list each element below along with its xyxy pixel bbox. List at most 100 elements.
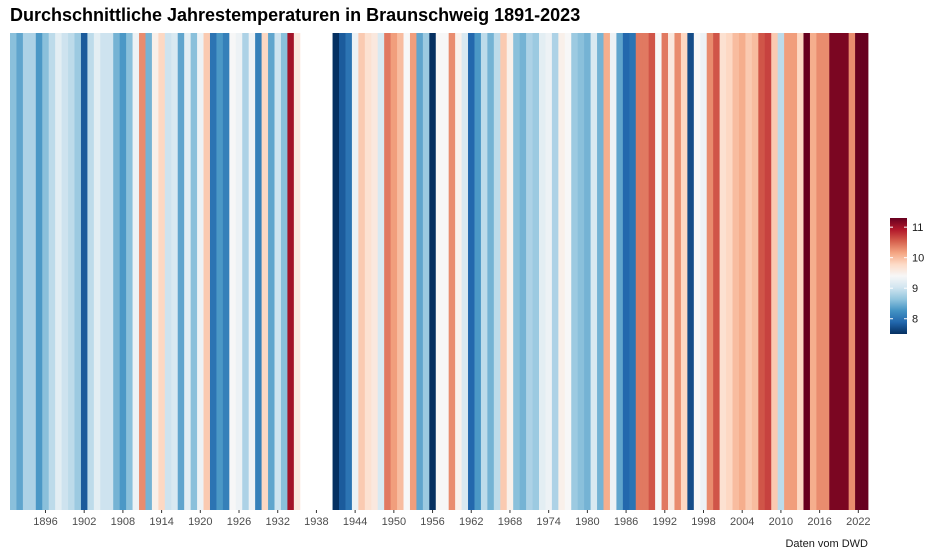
- stripe-1901: [74, 33, 82, 510]
- chart-title: Durchschnittliche Jahrestemperaturen in …: [10, 5, 581, 25]
- stripe-1891: [10, 33, 17, 510]
- stripe-1935: [293, 33, 301, 510]
- x-tick-label-2022: 2022: [846, 516, 870, 528]
- stripe-1943: [345, 33, 353, 510]
- stripe-1978: [571, 33, 579, 510]
- stripe-1960: [455, 33, 462, 510]
- stripe-1897: [48, 33, 56, 510]
- stripe-1974: [545, 33, 553, 510]
- stripe-1918: [184, 33, 192, 510]
- stripe-1965: [487, 33, 495, 510]
- x-tick-label-1920: 1920: [188, 516, 212, 528]
- x-tick-label-1926: 1926: [227, 516, 251, 528]
- stripe-1932: [274, 33, 282, 510]
- stripe-2020: [842, 33, 850, 510]
- stripe-1984: [609, 33, 617, 510]
- stripe-2011: [784, 33, 791, 510]
- stripe-1952: [403, 33, 411, 510]
- stripe-1970: [519, 33, 527, 510]
- stripe-1976: [558, 33, 566, 510]
- x-tick-label-1956: 1956: [420, 516, 444, 528]
- stripe-1958: [442, 33, 450, 510]
- stripe-1980: [584, 33, 591, 510]
- stripe-1995: [680, 33, 688, 510]
- stripe-2017: [822, 33, 830, 510]
- legend-tick-label-10: 10: [912, 253, 924, 265]
- stripe-1892: [16, 33, 24, 510]
- stripe-2012: [790, 33, 798, 510]
- stripe-1914: [158, 33, 166, 510]
- stripe-1981: [590, 33, 598, 510]
- stripe-2016: [816, 33, 824, 510]
- stripe-1940: [326, 33, 333, 510]
- stripe-1962: [468, 33, 475, 510]
- stripe-1915: [164, 33, 172, 510]
- stripe-1949: [384, 33, 392, 510]
- stripe-1973: [538, 33, 546, 510]
- stripe-1971: [526, 33, 533, 510]
- stripe-2004: [738, 33, 746, 510]
- stripe-1925: [229, 33, 237, 510]
- legend-tick-label-9: 9: [912, 283, 918, 295]
- stripe-1999: [706, 33, 714, 510]
- stripe-1997: [693, 33, 701, 510]
- stripe-1923: [216, 33, 224, 510]
- x-tick-label-1944: 1944: [343, 516, 367, 528]
- stripe-1945: [358, 33, 366, 510]
- stripe-2000: [713, 33, 721, 510]
- stripe-1953: [409, 33, 417, 510]
- stripe-1898: [55, 33, 63, 510]
- stripe-1985: [616, 33, 624, 510]
- stripe-1937: [306, 33, 314, 510]
- x-tick-label-2004: 2004: [730, 516, 754, 528]
- stripe-1922: [209, 33, 217, 510]
- stripe-2015: [809, 33, 817, 510]
- stripe-2021: [848, 33, 856, 510]
- stripe-2009: [771, 33, 779, 510]
- stripe-1998: [700, 33, 708, 510]
- stripe-1996: [687, 33, 695, 510]
- stripe-1927: [242, 33, 250, 510]
- stripe-1907: [113, 33, 121, 510]
- x-tick-label-1986: 1986: [614, 516, 638, 528]
- stripe-1988: [635, 33, 643, 510]
- stripe-1956: [429, 33, 437, 510]
- stripe-1944: [351, 33, 359, 510]
- stripe-1983: [603, 33, 611, 510]
- stripe-1931: [268, 33, 275, 510]
- stripe-1955: [422, 33, 430, 510]
- stripe-1994: [674, 33, 682, 510]
- stripe-1967: [500, 33, 508, 510]
- stripe-1991: [655, 33, 662, 510]
- stripe-1938: [313, 33, 321, 510]
- stripe-1899: [61, 33, 69, 510]
- stripe-1911: [139, 33, 146, 510]
- stripe-1916: [171, 33, 179, 510]
- source-caption: Daten vom DWD: [785, 538, 868, 550]
- stripe-2008: [764, 33, 772, 510]
- stripe-2013: [797, 33, 804, 510]
- stripe-1928: [248, 33, 256, 510]
- stripe-1982: [597, 33, 604, 510]
- stripe-1942: [339, 33, 346, 510]
- stripe-1939: [319, 33, 327, 510]
- stripe-1896: [42, 33, 50, 510]
- stripe-1913: [151, 33, 159, 510]
- stripe-1993: [668, 33, 675, 510]
- x-tick-label-1938: 1938: [304, 516, 328, 528]
- legend-tick-label-11: 11: [912, 222, 923, 234]
- stripe-1979: [577, 33, 585, 510]
- stripe-1921: [203, 33, 211, 510]
- stripe-1946: [364, 33, 372, 510]
- stripe-2014: [803, 33, 811, 510]
- stripe-1950: [390, 33, 398, 510]
- stripe-1900: [68, 33, 75, 510]
- stripe-1969: [513, 33, 521, 510]
- stripe-1926: [235, 33, 243, 510]
- stripe-1961: [461, 33, 469, 510]
- stripe-1966: [493, 33, 501, 510]
- stripe-1968: [506, 33, 514, 510]
- stripe-1924: [222, 33, 230, 510]
- stripe-1975: [551, 33, 559, 510]
